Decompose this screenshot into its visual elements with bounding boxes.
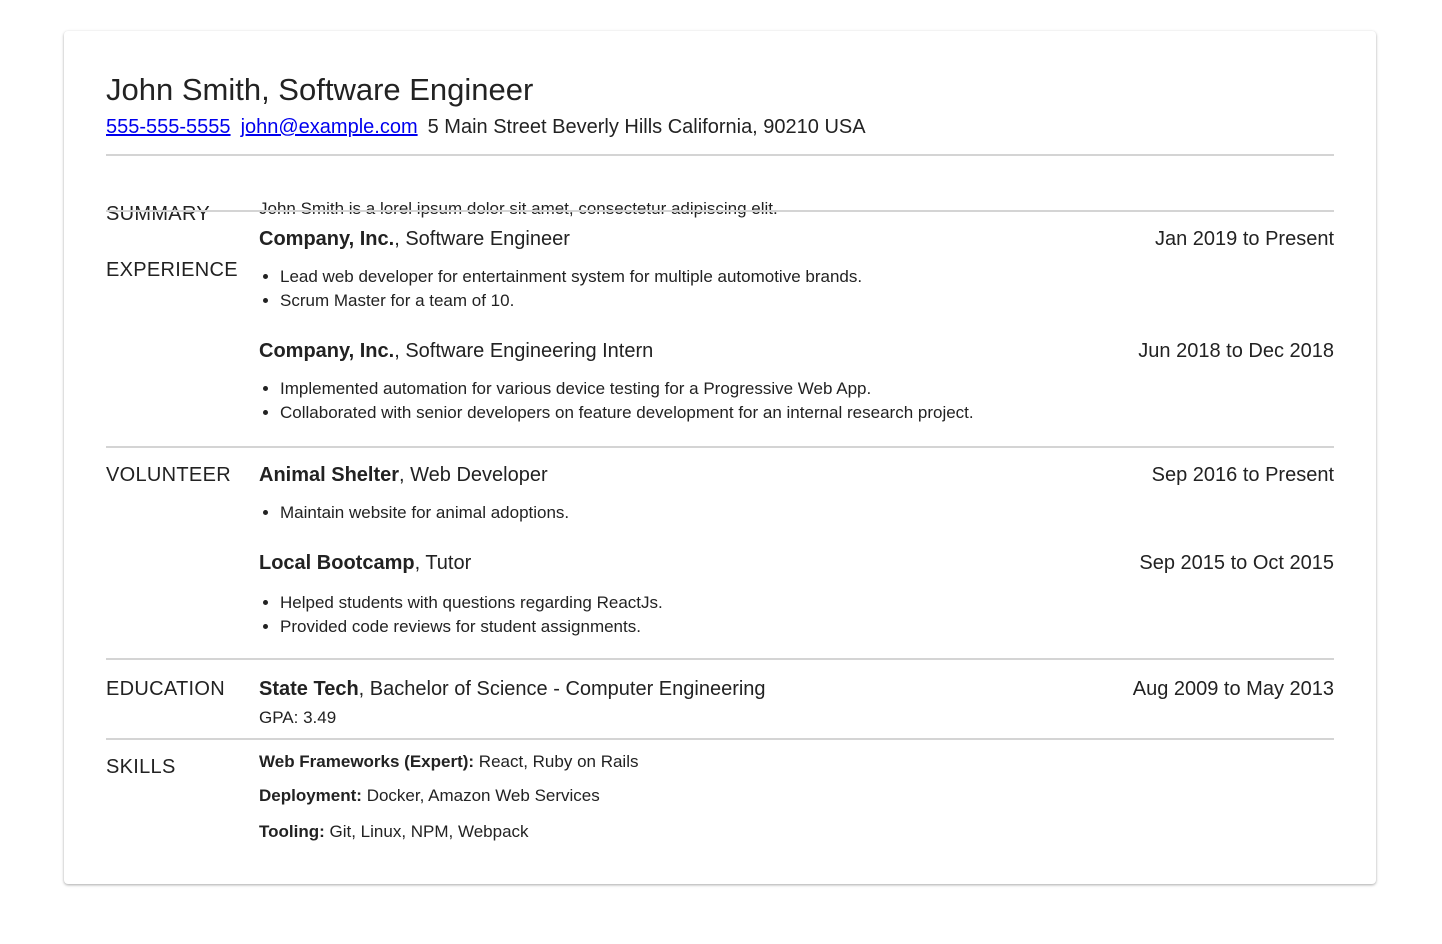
education-entry-title: State Tech, Bachelor of Science - Comput… — [259, 677, 766, 701]
volunteer-entry-title: Animal Shelter, Web Developer — [259, 463, 548, 487]
volunteer-role: , Tutor — [414, 552, 472, 574]
section-divider — [106, 210, 1334, 212]
skill-category: Tooling: — [259, 822, 325, 841]
contact-line: 555-555-5555 john@example.com 5 Main Stree… — [106, 115, 866, 139]
resume-card: John Smith, Software Engineer 555-555-55… — [64, 31, 1376, 884]
list-item: Provided code reviews for student assign… — [280, 615, 663, 639]
section-divider — [106, 154, 1334, 156]
list-item: Maintain website for animal adoptions. — [280, 501, 569, 525]
section-divider — [106, 446, 1334, 448]
skill-category: Deployment: — [259, 786, 362, 805]
volunteer-dates: Sep 2016 to Present — [1151, 464, 1334, 486]
email-link[interactable]: john@example.com — [240, 116, 418, 138]
experience-bullet-list: Implemented automation for various devic… — [259, 377, 974, 425]
experience-dates: Jun 2018 to Dec 2018 — [1138, 340, 1334, 362]
volunteer-label: VOLUNTEER — [106, 464, 231, 486]
volunteer-entry-title: Local Bootcamp, Tutor — [259, 551, 471, 575]
experience-role: , Software Engineer — [394, 228, 570, 250]
volunteer-dates: Sep 2015 to Oct 2015 — [1139, 552, 1334, 574]
experience-org: Company, Inc. — [259, 228, 395, 250]
experience-label: EXPERIENCE — [106, 259, 238, 281]
skill-value: React, Ruby on Rails — [474, 752, 639, 771]
list-item: Helped students with questions regarding… — [280, 591, 663, 615]
skill-value: Git, Linux, NPM, Webpack — [324, 822, 529, 841]
volunteer-bullet-list: Maintain website for animal adoptions. — [259, 501, 569, 525]
education-school: State Tech — [259, 678, 359, 700]
skill-row: Deployment: Docker, Amazon Web Services — [259, 786, 600, 806]
education-label: EDUCATION — [106, 678, 225, 700]
volunteer-org: Local Bootcamp — [259, 552, 415, 574]
section-divider — [106, 738, 1334, 740]
volunteer-role: , Web Developer — [399, 464, 548, 486]
list-item: Scrum Master for a team of 10. — [280, 289, 862, 313]
section-divider — [106, 658, 1334, 660]
education-dates: Aug 2009 to May 2013 — [1132, 678, 1334, 700]
experience-org: Company, Inc. — [259, 340, 395, 362]
address-text: 5 Main Street Beverly Hills California, … — [427, 116, 866, 138]
skill-value: Docker, Amazon Web Services — [361, 786, 600, 805]
phone-link[interactable]: 555-555-5555 — [106, 116, 231, 138]
volunteer-org: Animal Shelter — [259, 464, 400, 486]
resume-name-title: John Smith, Software Engineer — [106, 72, 534, 107]
experience-role: , Software Engineering Intern — [394, 340, 654, 362]
summary-text: John Smith is a lorel ipsum dolor sit am… — [259, 199, 778, 218]
summary-label: SUMMARY — [106, 203, 210, 225]
skill-row: Web Frameworks (Expert): React, Ruby on … — [259, 752, 638, 772]
list-item: Lead web developer for entertainment sys… — [280, 265, 862, 289]
list-item: Implemented automation for various devic… — [280, 377, 974, 401]
experience-dates: Jan 2019 to Present — [1154, 228, 1334, 250]
experience-entry-title: Company, Inc., Software Engineering Inte… — [259, 339, 653, 363]
experience-bullet-list: Lead web developer for entertainment sys… — [259, 265, 862, 313]
skill-row: Tooling: Git, Linux, NPM, Webpack — [259, 822, 529, 842]
volunteer-bullet-list: Helped students with questions regarding… — [259, 591, 663, 639]
experience-entry-title: Company, Inc., Software Engineer — [259, 227, 570, 251]
education-gpa: GPA: 3.49 — [259, 708, 337, 727]
skill-category: Web Frameworks (Expert): — [259, 752, 475, 771]
education-degree: , Bachelor of Science - Computer Enginee… — [358, 678, 766, 700]
skills-label: SKILLS — [106, 756, 176, 778]
list-item: Collaborated with senior developers on f… — [280, 401, 974, 425]
